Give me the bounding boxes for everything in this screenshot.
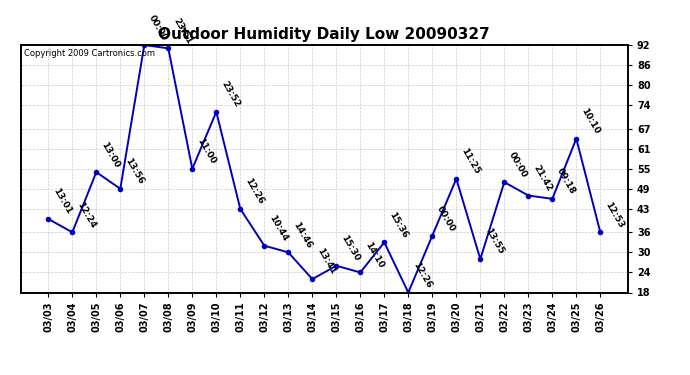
Text: 12:26: 12:26	[411, 260, 433, 290]
Title: Outdoor Humidity Daily Low 20090327: Outdoor Humidity Daily Low 20090327	[159, 27, 490, 42]
Text: 09:18: 09:18	[555, 167, 577, 196]
Text: 12:24: 12:24	[75, 200, 97, 230]
Text: 14:10: 14:10	[363, 240, 385, 270]
Text: 13:56: 13:56	[123, 157, 145, 186]
Text: 15:36: 15:36	[387, 210, 409, 240]
Text: 10:44: 10:44	[267, 213, 289, 243]
Text: 12:53: 12:53	[603, 200, 625, 230]
Text: 23:52: 23:52	[219, 80, 242, 109]
Text: 13:41: 13:41	[315, 247, 337, 276]
Text: 11:25: 11:25	[459, 147, 481, 176]
Text: 00:00: 00:00	[435, 204, 457, 233]
Text: 12:26: 12:26	[243, 177, 265, 206]
Text: 11:00: 11:00	[195, 137, 217, 166]
Text: 13:55: 13:55	[483, 227, 505, 256]
Text: 21:42: 21:42	[531, 164, 553, 193]
Text: 13:00: 13:00	[99, 140, 121, 170]
Text: 10:10: 10:10	[579, 107, 601, 136]
Text: Copyright 2009 Cartronics.com: Copyright 2009 Cartronics.com	[23, 49, 155, 58]
Text: 23:51: 23:51	[171, 16, 193, 46]
Text: 14:46: 14:46	[291, 220, 313, 250]
Text: 13:01: 13:01	[51, 187, 73, 216]
Text: 00:00: 00:00	[507, 150, 529, 179]
Text: 00:00: 00:00	[147, 13, 169, 42]
Text: 15:30: 15:30	[339, 234, 361, 263]
